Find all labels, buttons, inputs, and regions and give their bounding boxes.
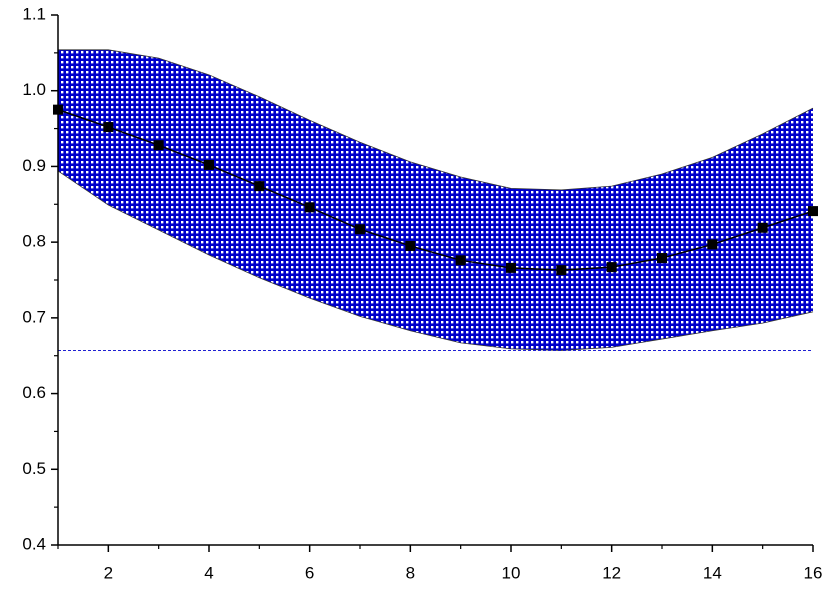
x-tick-label: 16 <box>804 563 823 582</box>
band-upper-edge <box>58 49 814 191</box>
y-tick-label: 0.5 <box>22 459 46 478</box>
marker <box>204 159 214 170</box>
marker <box>506 262 516 273</box>
marker <box>808 206 818 217</box>
marker <box>355 224 365 235</box>
y-tick-label: 0.4 <box>22 534 46 553</box>
y-tick-label: 1.1 <box>22 4 46 23</box>
marker <box>304 202 315 213</box>
y-tick-label: 0.6 <box>22 383 46 402</box>
band-lower-edge <box>57 170 814 351</box>
series-line <box>57 108 814 271</box>
marker <box>153 140 164 151</box>
x-tick-label: 14 <box>703 563 722 582</box>
marker <box>606 262 617 273</box>
y-tick-label: 0.8 <box>22 232 46 251</box>
marker <box>405 240 416 251</box>
marker <box>103 122 114 133</box>
confidence-band <box>58 49 813 351</box>
x-tick-label: 8 <box>406 563 415 582</box>
marker <box>657 253 667 264</box>
x-tick-label: 12 <box>602 563 621 582</box>
y-tick-label: 0.9 <box>22 156 46 175</box>
x-tick-label: 2 <box>104 563 113 582</box>
marker <box>707 239 718 250</box>
marker <box>53 104 63 115</box>
marker <box>254 181 265 192</box>
y-tick-label: 0.7 <box>22 307 46 326</box>
marker <box>757 222 768 233</box>
y-tick-label: 1.0 <box>22 80 46 99</box>
marker <box>455 255 466 266</box>
x-tick-label: 10 <box>502 563 521 582</box>
marker <box>556 265 567 276</box>
x-tick-label: 4 <box>204 563 213 582</box>
x-tick-label: 6 <box>305 563 314 582</box>
